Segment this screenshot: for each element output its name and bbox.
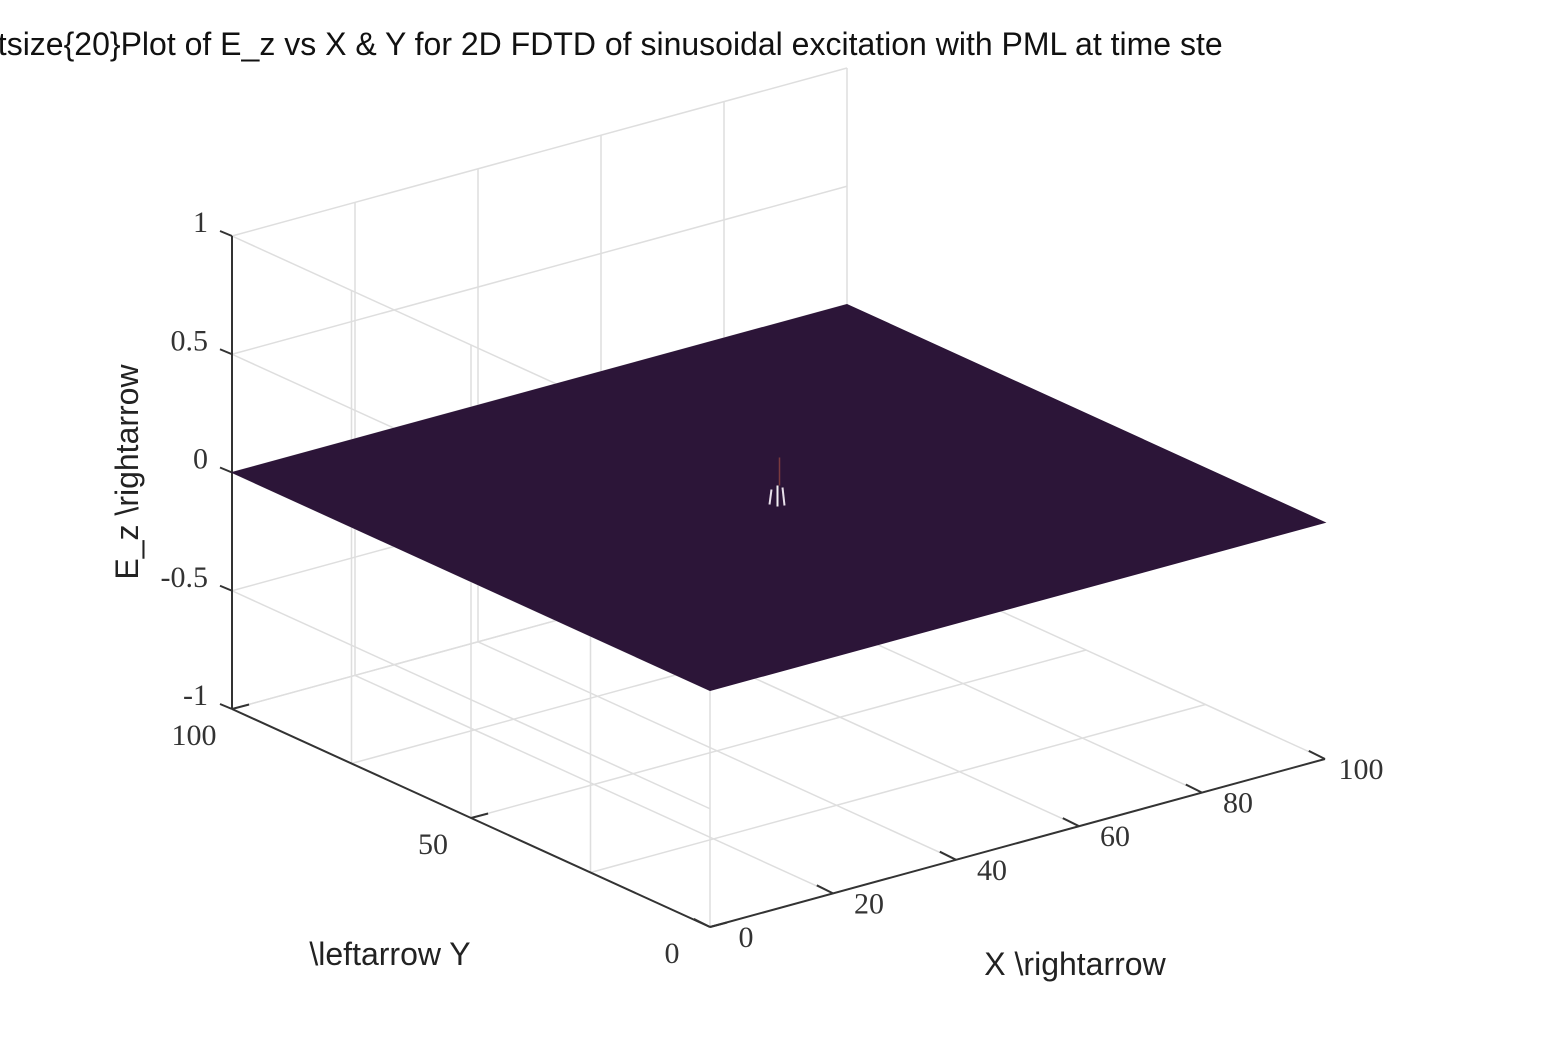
z-tick-label: 0 — [193, 443, 208, 476]
x-tick-mark — [1308, 750, 1326, 760]
z-tick-mark — [219, 584, 233, 592]
z-tick-label: 0.5 — [171, 324, 209, 357]
z-tick-mark — [219, 466, 233, 474]
x-tick-label: 40 — [977, 854, 1007, 887]
y-tick-mark — [231, 703, 250, 710]
x-tick-label: 0 — [739, 921, 754, 954]
source-spike — [768, 489, 773, 505]
x-tick-label: 80 — [1223, 787, 1253, 820]
y-axis-label: \leftarrow Y — [309, 936, 470, 972]
tick-labels: 0 20 40 60 80 100 0 50 100 -1 -0.5 0 0.5 1 — [161, 206, 1384, 970]
grid-line — [470, 649, 1087, 819]
y-tick-label: 50 — [418, 828, 448, 861]
x-tick-mark — [693, 918, 711, 928]
x-axis-line — [709, 758, 1326, 928]
x-tick-mark — [1062, 817, 1080, 828]
x-tick-mark — [816, 884, 834, 895]
y-tick-label: 0 — [665, 937, 680, 970]
grid-line — [231, 67, 848, 237]
grid-line — [590, 703, 1206, 874]
z-tick-label: -0.5 — [161, 561, 209, 594]
surface-plot — [230, 303, 1327, 692]
chart-title: ntsize{20}Plot of E_z vs X & Y for 2D FD… — [0, 26, 1223, 62]
x-tick-mark — [939, 850, 957, 861]
y-tick-mark — [709, 921, 728, 928]
x-tick-mark — [1185, 783, 1203, 794]
grid-line — [231, 185, 848, 355]
z-tick-label: 1 — [193, 206, 208, 239]
axes — [219, 230, 1326, 928]
z-tick-mark — [219, 230, 233, 237]
y-tick-label: 100 — [172, 719, 217, 752]
z-tick-mark — [219, 348, 233, 356]
x-axis-label: X \rightarrow — [984, 946, 1166, 982]
z-tick-mark — [219, 703, 233, 710]
z-tick-label: -1 — [183, 679, 208, 712]
y-tick-mark — [470, 812, 489, 819]
z-axis-label: E_z \rightarrow — [109, 364, 145, 580]
x-tick-label: 20 — [854, 887, 884, 920]
x-tick-label: 100 — [1339, 753, 1384, 786]
source-spike — [781, 487, 786, 506]
x-tick-label: 60 — [1100, 820, 1130, 853]
